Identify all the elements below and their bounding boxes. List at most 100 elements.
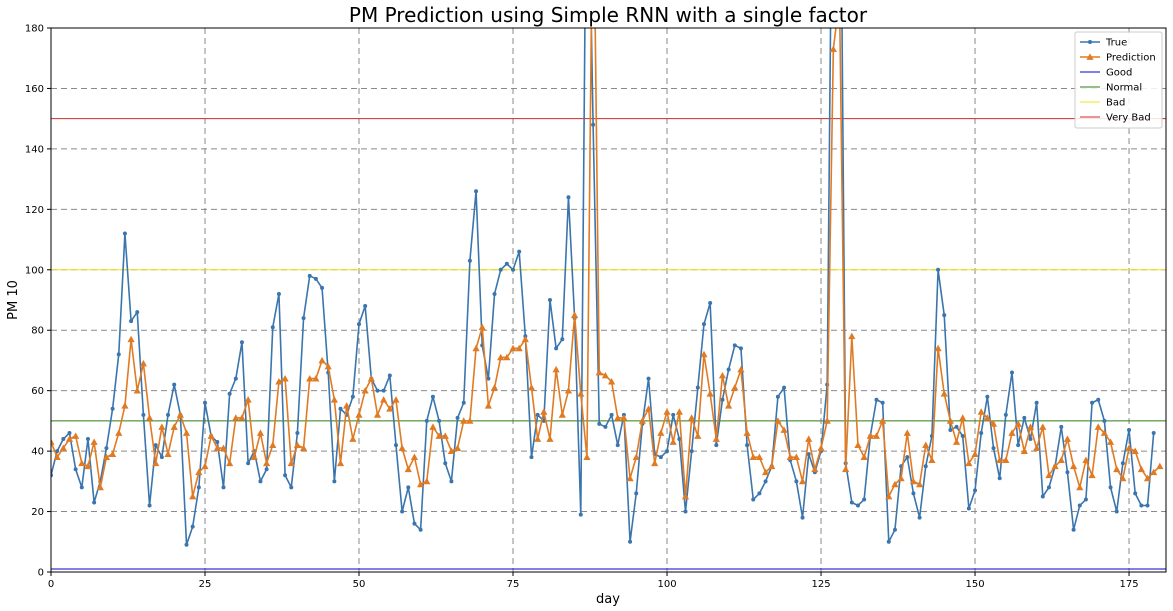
- data-point-prediction: [1156, 462, 1164, 470]
- data-point-prediction: [1094, 423, 1102, 430]
- data-point-prediction: [860, 453, 868, 461]
- x-axis-label: day: [596, 592, 620, 607]
- data-point-true: [332, 479, 337, 484]
- data-point-prediction: [1033, 444, 1041, 451]
- data-point-true: [689, 449, 694, 454]
- data-point-prediction: [269, 441, 277, 448]
- data-point-true: [665, 449, 670, 454]
- data-point-true: [997, 476, 1002, 481]
- data-point-true: [387, 373, 392, 378]
- data-point-prediction: [928, 456, 936, 464]
- y-tick-label: 20: [31, 507, 44, 518]
- data-point-prediction: [238, 414, 246, 421]
- data-point-prediction: [145, 414, 154, 421]
- data-point-prediction: [909, 477, 918, 485]
- data-point-true: [437, 418, 442, 423]
- data-point-prediction: [534, 435, 542, 442]
- data-point-true: [886, 539, 891, 544]
- data-point-prediction: [287, 459, 295, 467]
- data-point-true: [560, 337, 565, 342]
- data-point-true: [393, 443, 398, 448]
- data-point-true: [190, 524, 195, 529]
- data-point-prediction: [817, 444, 825, 451]
- data-point-true: [849, 500, 854, 505]
- data-point-true: [61, 437, 66, 442]
- data-point-prediction: [367, 374, 375, 382]
- data-point-prediction: [1051, 462, 1059, 470]
- data-point-true: [658, 455, 663, 460]
- data-point-prediction: [546, 435, 554, 442]
- data-point-prediction: [786, 453, 794, 461]
- data-point-true: [307, 273, 312, 278]
- data-point-prediction: [1143, 474, 1152, 482]
- data-point-true: [708, 301, 713, 306]
- data-point-true: [320, 285, 325, 290]
- data-point-prediction: [256, 429, 265, 436]
- data-point-prediction: [497, 353, 505, 361]
- data-point-prediction: [121, 402, 129, 409]
- data-point-true: [1083, 497, 1088, 502]
- x-tick-label: 100: [657, 579, 676, 590]
- data-point-true: [646, 376, 651, 381]
- data-point-prediction: [503, 353, 511, 361]
- data-point-prediction: [1125, 444, 1133, 451]
- data-point-true: [1003, 412, 1008, 417]
- data-point-prediction: [201, 462, 209, 470]
- legend-label-prediction: Prediction: [1106, 53, 1156, 64]
- data-point-prediction: [952, 438, 961, 445]
- data-point-true: [92, 500, 97, 505]
- data-point-prediction: [989, 420, 998, 427]
- data-point-true: [628, 539, 633, 544]
- data-point-prediction: [361, 387, 369, 394]
- data-point-prediction: [1026, 423, 1035, 430]
- data-point-true: [738, 346, 743, 351]
- data-point-prediction: [127, 335, 135, 343]
- data-point-prediction: [324, 362, 332, 370]
- data-point-prediction: [737, 365, 745, 373]
- data-point-true: [233, 376, 238, 381]
- data-point-prediction: [176, 411, 184, 418]
- data-point-prediction: [139, 359, 148, 367]
- data-point-prediction: [651, 459, 659, 467]
- y-tick-label: 40: [31, 447, 44, 458]
- data-point-prediction: [552, 365, 560, 373]
- data-point-prediction: [195, 468, 203, 476]
- data-point-prediction: [644, 405, 653, 412]
- data-point-prediction: [263, 459, 271, 467]
- data-point-true: [757, 491, 762, 496]
- data-point-true: [55, 449, 60, 454]
- data-point-true: [104, 446, 109, 451]
- legend-label-good: Good: [1106, 68, 1132, 79]
- data-point-prediction: [1008, 429, 1016, 436]
- data-point-true: [862, 497, 867, 502]
- data-point-prediction: [1119, 474, 1127, 482]
- data-point-prediction: [90, 438, 98, 445]
- data-point-true: [258, 479, 263, 484]
- data-point-true: [443, 461, 448, 466]
- data-point-prediction: [638, 417, 646, 424]
- data-point-prediction: [490, 384, 499, 391]
- data-point-prediction: [903, 429, 911, 436]
- data-point-true: [159, 455, 164, 460]
- legend-label-normal: Normal: [1106, 83, 1142, 94]
- data-point-prediction: [614, 414, 622, 421]
- data-point-prediction: [219, 444, 228, 451]
- data-point-true: [1133, 491, 1138, 496]
- x-tick-label: 150: [965, 579, 984, 590]
- data-point-prediction: [897, 474, 905, 482]
- data-point-prediction: [343, 402, 351, 409]
- data-point-true: [1009, 370, 1014, 375]
- data-point-prediction: [946, 417, 954, 424]
- x-axis-ticks: 0 25 50 75 100 125 150 175: [48, 572, 1139, 590]
- data-point-prediction: [725, 402, 733, 409]
- data-point-true: [763, 479, 768, 484]
- data-point-prediction: [595, 368, 603, 376]
- data-point-true: [701, 322, 706, 327]
- data-point-prediction: [152, 459, 160, 467]
- data-point-true: [338, 406, 343, 411]
- data-point-prediction: [275, 378, 283, 385]
- data-point-true: [1046, 485, 1051, 490]
- data-point-prediction: [460, 417, 468, 424]
- data-point-true: [960, 434, 965, 438]
